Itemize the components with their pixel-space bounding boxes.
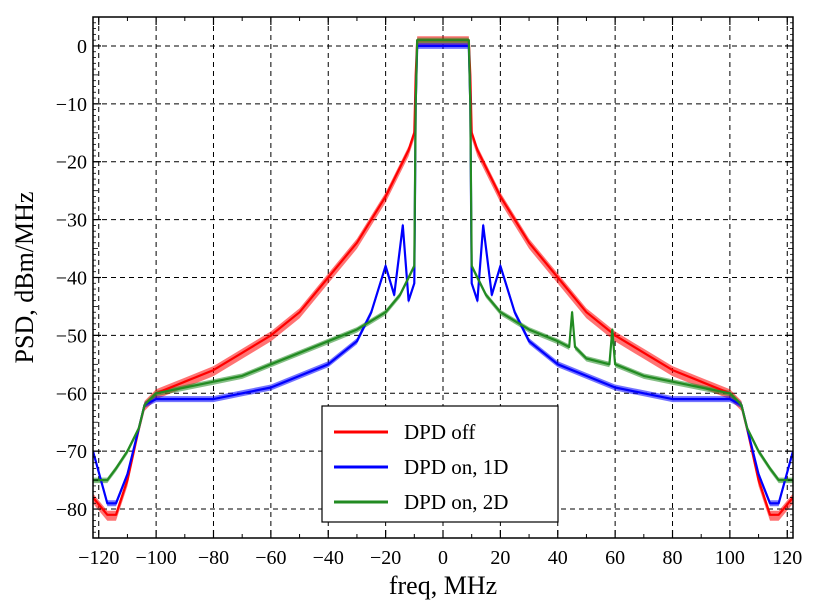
y-tick-label: −50 — [56, 325, 87, 347]
y-tick-label: −40 — [56, 268, 87, 290]
x-tick-label: 40 — [548, 547, 568, 569]
x-tick-label: −120 — [78, 547, 119, 569]
series-band-1 — [93, 42, 793, 507]
y-tick-label: −10 — [56, 94, 87, 116]
x-tick-label: 60 — [605, 547, 625, 569]
x-tick-labels: −120 −100 −80 −60 −40 −20 0 20 40 60 80 100 120 — [78, 547, 802, 569]
x-tick-label: −80 — [198, 547, 229, 569]
y-tick-labels: −80 −70 −60 −50 −40 −30 −20 −10 0 — [56, 36, 87, 521]
series-lines — [93, 39, 793, 516]
axis-ticks — [93, 16, 793, 539]
y-tick-label: −30 — [56, 210, 87, 232]
x-tick-label: 20 — [490, 547, 510, 569]
x-axis-title: freq, MHz — [389, 571, 497, 600]
x-tick-label: 80 — [663, 547, 683, 569]
series-line-2 — [93, 39, 793, 482]
x-tick-label: −60 — [255, 547, 286, 569]
x-tick-label: −20 — [370, 547, 401, 569]
legend-label: DPD on, 1D — [404, 455, 508, 479]
y-tick-label: −80 — [56, 499, 87, 521]
x-tick-label: 120 — [772, 547, 802, 569]
legend-label: DPD off — [404, 420, 475, 444]
x-tick-label: −100 — [135, 547, 176, 569]
y-tick-label: −20 — [56, 152, 87, 174]
x-tick-label: 100 — [715, 547, 745, 569]
y-tick-label: −70 — [56, 441, 87, 463]
x-tick-label: −40 — [313, 547, 344, 569]
y-tick-label: 0 — [77, 36, 87, 58]
x-tick-label: 0 — [438, 547, 448, 569]
legend-label: DPD on, 2D — [404, 490, 508, 514]
series-bands — [93, 36, 793, 521]
y-tick-label: −60 — [56, 383, 87, 405]
series-line-1 — [93, 44, 793, 505]
legend: DPD off DPD on, 1D DPD on, 2D — [321, 405, 559, 523]
y-axis-title: PSD, dBm/MHz — [10, 192, 39, 364]
